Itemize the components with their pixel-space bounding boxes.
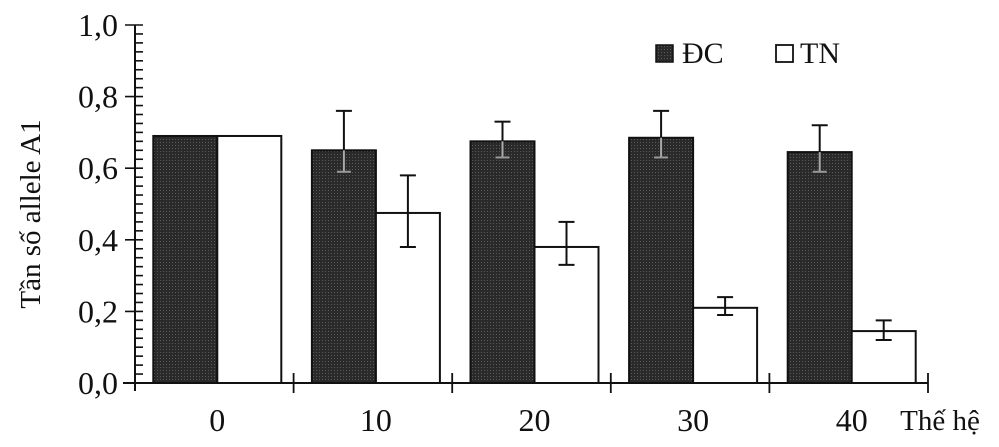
x-tick-label: 30	[677, 402, 709, 438]
y-axis: 0,0 0,2 0,4 0,6 0,8 1,0	[78, 7, 143, 401]
legend-label-dc: ĐC	[682, 37, 724, 70]
legend-swatch-tn	[775, 44, 794, 63]
bars	[152, 134, 917, 385]
y-axis-title: Tần số allele A1	[15, 119, 47, 308]
bar-dc	[152, 134, 219, 384]
legend-label-tn: TN	[800, 37, 840, 70]
bar-tn	[216, 134, 283, 384]
bar-tn	[533, 245, 600, 384]
y-tick-label: 0,2	[78, 293, 118, 329]
y-tick-label: 1,0	[78, 7, 118, 43]
y-tick-label: 0,6	[78, 150, 118, 186]
bar-tn	[692, 306, 759, 385]
bar-dc	[310, 149, 377, 384]
bar-dc	[628, 136, 695, 384]
x-axis-title: Thế hệ	[900, 405, 980, 437]
x-tick-label: 20	[519, 402, 551, 438]
x-tick-label: 0	[209, 402, 225, 438]
y-tick-label: 0,8	[78, 79, 118, 115]
legend-swatch-dc	[655, 44, 674, 63]
bar-dc	[786, 151, 853, 384]
bar-dc	[469, 140, 536, 384]
y-tick-label: 0,0	[78, 365, 118, 401]
error-bars	[335, 109, 892, 342]
y-tick-label: 0,4	[78, 222, 118, 258]
x-tick-label: 40	[836, 402, 868, 438]
legend: ĐC TN	[655, 37, 840, 70]
x-tick-label: 10	[360, 402, 392, 438]
legend-item-tn: TN	[775, 37, 840, 70]
legend-item-dc: ĐC	[655, 37, 724, 70]
